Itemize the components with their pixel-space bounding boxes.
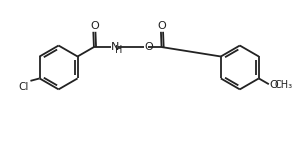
Text: N: N bbox=[111, 42, 119, 52]
Text: Cl: Cl bbox=[19, 82, 29, 92]
Text: H: H bbox=[115, 45, 122, 55]
Text: O: O bbox=[158, 21, 166, 31]
Text: CH₃: CH₃ bbox=[275, 80, 293, 90]
Text: O: O bbox=[90, 21, 99, 31]
Text: O: O bbox=[144, 42, 153, 52]
Text: O: O bbox=[270, 80, 278, 90]
